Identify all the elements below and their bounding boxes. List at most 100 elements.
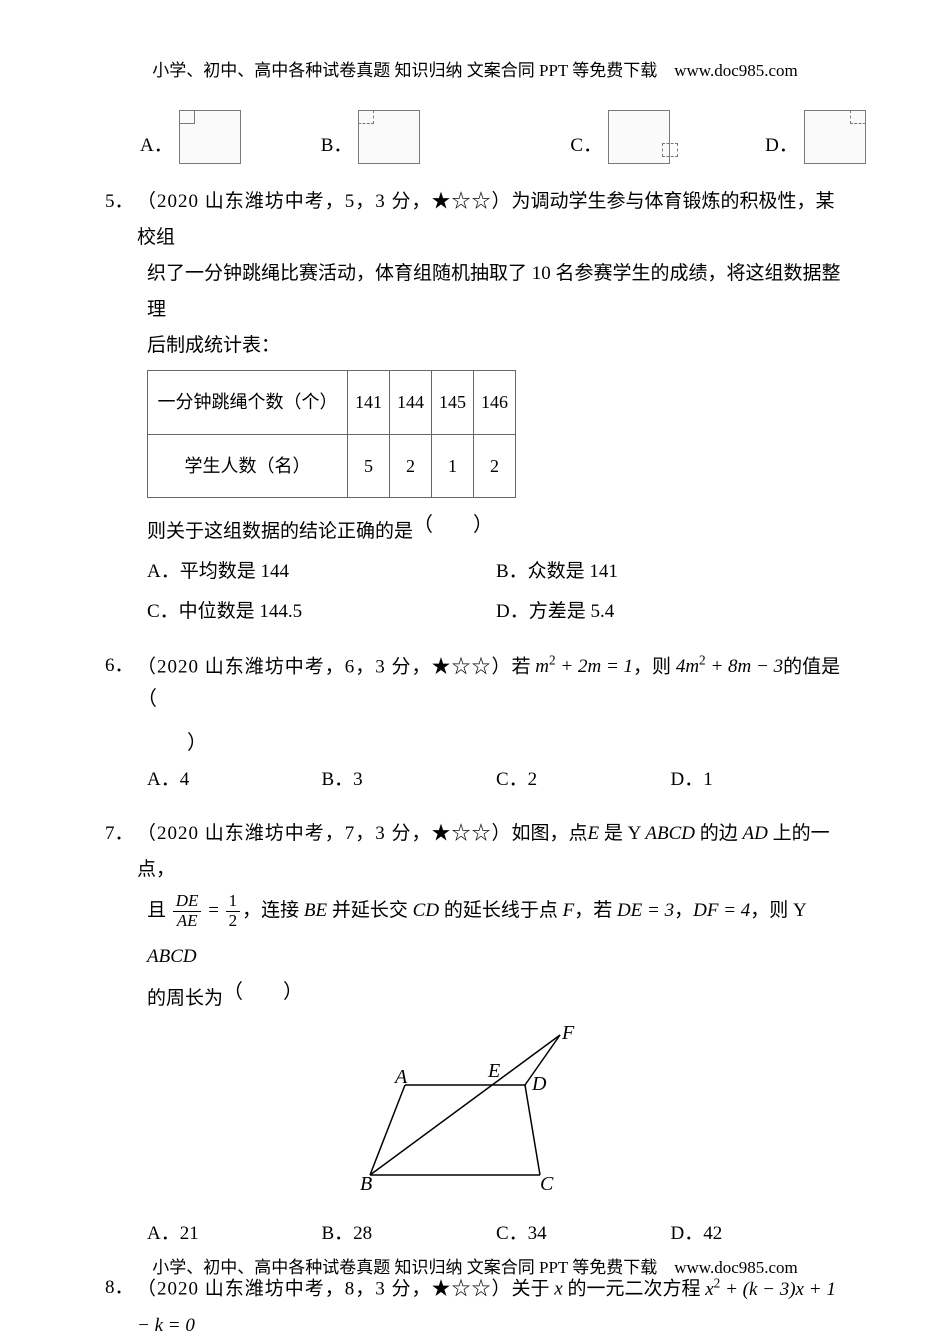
frac1: DEAE [173,892,202,930]
t: 是 Y [599,823,645,844]
q7-line2: 且 DEAE = 12，连接 BE 并延长交 CD 的延长线于点 F，若 DE … [105,888,845,979]
label-e: E [487,1060,500,1082]
opt-d: D．1 [671,762,846,798]
opt-b: B．28 [322,1216,497,1252]
shape-c [608,110,670,164]
t: 的延长线于点 [439,900,563,921]
opt-c: C．中位数是 144.5 [147,594,496,630]
choice-label: D． [765,128,798,164]
t: ， [674,900,693,921]
question-source: （2020 山东潍坊中考，5，3 分，★☆☆） [137,191,512,212]
t: ABCD [147,946,197,967]
t: ，若 [574,900,617,921]
label-f: F [561,1025,575,1044]
table-cell: 145 [432,371,474,434]
table-row: 一分钟跳绳个数（个） 141 144 145 146 [148,371,516,434]
frac2: 12 [226,892,241,930]
q7-figure: A B C D E F [105,1025,845,1208]
label-a: A [393,1066,408,1088]
label-d: D [531,1073,547,1095]
t: 的值是 [783,656,840,677]
eq: + 8m − 3 [706,656,783,677]
paren: （ ） [413,514,493,536]
num: DE [173,892,202,912]
q4-choices: A． B． C． D． [105,110,845,164]
page-footer: 小学、初中、高中各种试卷真题 知识归纳 文案合同 PPT 等免费下载 www.d… [0,1252,950,1284]
sup: 2 [549,653,556,668]
table-row: 学生人数（名） 5 2 1 2 [148,434,516,497]
question-text: （2020 山东潍坊中考，7，3 分，★☆☆）如图，点E 是 Y ABCD 的边… [137,816,845,888]
label-b: B [360,1173,372,1195]
cell-text: 一分钟跳绳个数（个） [158,392,338,412]
eq: = [203,900,223,921]
q5-line2: 织了一分钟跳绳比赛活动，体育组随机抽取了 10 名参赛学生的成绩，将这组数据整理 [105,256,845,328]
question-6: 6． （2020 山东潍坊中考，6，3 分，★☆☆）若 m2 + 2m = 1，… [105,648,845,724]
opt-a: A．21 [147,1216,322,1252]
paren: （ [137,688,157,710]
table-header-1: 一分钟跳绳个数（个） [148,371,348,434]
q7-opts: A．21 B．28 C．34 D．42 [105,1216,845,1252]
opt-b: B．3 [322,762,497,798]
choice-label: B． [321,128,353,164]
t: F [563,900,575,921]
t: 且 [147,900,171,921]
inner-square [850,110,866,124]
table-cell: 2 [474,434,516,497]
t: AD [743,823,768,844]
opt-d: D．方差是 5.4 [496,594,845,630]
table-cell: 146 [474,371,516,434]
t: DF = 4 [693,900,750,921]
q5-opts-row1: A．平均数是 144 B．众数是 141 [105,554,845,590]
table-cell: 2 [390,434,432,497]
question-5: 5． （2020 山东潍坊中考，5，3 分，★☆☆）为调动学生参与体育锻炼的积极… [105,184,845,256]
opt-a: A．4 [147,762,322,798]
eq: + 2m = 1 [556,656,633,677]
choice-label: C． [570,128,602,164]
opt-a: A．平均数是 144 [147,554,496,590]
question-number: 6． [105,648,137,684]
t: 若 [512,656,531,677]
t: 并延长交 [327,900,413,921]
question-number: 5． [105,184,137,220]
m: m [535,656,549,677]
inner-square [179,110,195,124]
table-cell: 141 [348,371,390,434]
q6-opts: A．4 B．3 C．2 D．1 [105,762,845,798]
t: DE = 3 [617,900,674,921]
shape-d [804,110,866,164]
table-cell: 144 [390,371,432,434]
question-text: （2020 山东潍坊中考，5，3 分，★☆☆）为调动学生参与体育锻炼的积极性，某… [137,184,845,256]
main-content: A． B． C． D． 5． （2020 山东潍坊中考，5， [105,110,845,1344]
t: ABCD [645,823,695,844]
choice-label: A． [140,128,173,164]
q5-conclusion: 则关于这组数据的结论正确的是（ ） [105,512,845,550]
opt-c: C．2 [496,762,671,798]
inner-square [358,110,374,124]
q5-opts-row2: C．中位数是 144.5 D．方差是 5.4 [105,594,845,630]
t: E [588,823,600,844]
q5-table: 一分钟跳绳个数（个） 141 144 145 146 学生人数（名） 5 2 1… [147,370,516,497]
q4-choice-c: C． [570,110,670,164]
eq2: 4m2 + 8m − 3 [676,656,783,677]
den: AE [173,912,202,931]
shape-a [179,110,241,164]
sup: 2 [699,653,706,668]
q4-choice-a: A． [140,110,241,164]
q7-line3: 的周长为（ ） [105,979,845,1017]
paren: （ ） [223,981,303,1003]
t: ，则 Y [750,900,806,921]
t: CD [413,900,439,921]
shape-b [358,110,420,164]
question-source: （2020 山东潍坊中考，6，3 分，★☆☆） [137,656,512,677]
t: ，连接 [242,900,304,921]
conclusion-text: 则关于这组数据的结论正确的是 [147,521,413,542]
parallelogram-icon: A B C D E F [340,1025,610,1195]
q4-choice-b: B． [321,110,421,164]
t: 如图，点 [512,823,588,844]
q6-paren-close: ） [105,724,845,762]
question-number: 7． [105,816,137,852]
table-header-2: 学生人数（名） [148,434,348,497]
opt-d: D．42 [671,1216,846,1252]
q4-choice-d: D． [765,110,866,164]
den: 2 [226,912,241,931]
